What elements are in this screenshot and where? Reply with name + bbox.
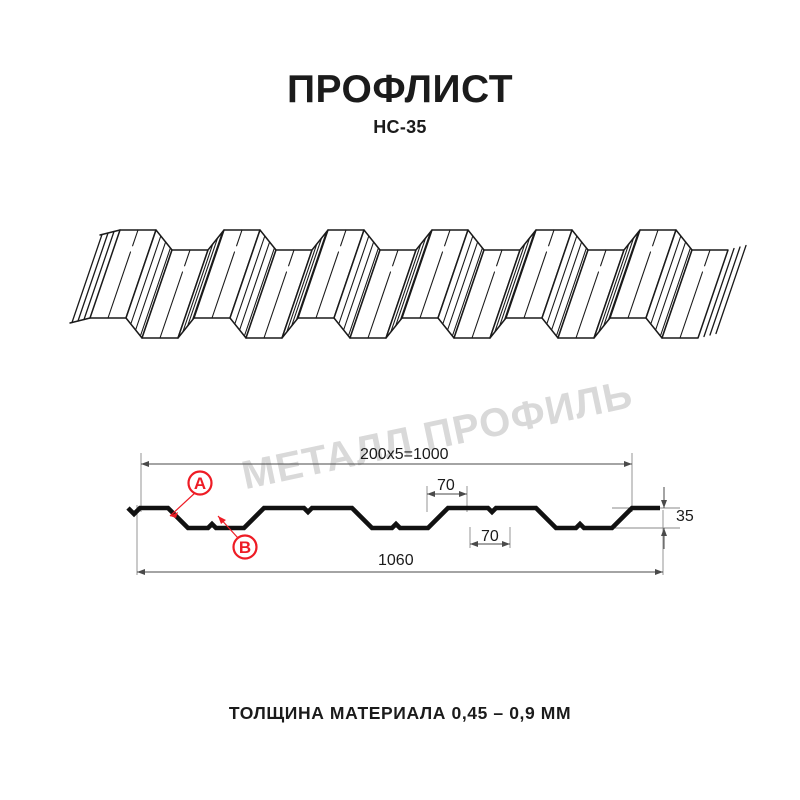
dimension-label-70-top: 70 [437, 477, 455, 494]
dimension-label-overall-width: 1060 [378, 552, 414, 569]
callout-a: A [169, 470, 213, 518]
callout-b-circle [232, 534, 258, 560]
dimension-label-height: 35 [676, 508, 694, 525]
callout-a-circle [187, 470, 213, 496]
callout-a-label: A [194, 474, 206, 493]
callout-b: B [217, 515, 258, 560]
product-code-subtitle: НС-35 [373, 117, 427, 137]
material-thickness-note: ТОЛЩИНА МАТЕРИАЛА 0,45 – 0,9 ММ [228, 703, 572, 723]
profile-polyline [126, 505, 660, 531]
page-title: ПРОФЛИСТ [286, 68, 514, 111]
callout-b-label: B [239, 538, 251, 557]
dimension-label-70-bottom: 70 [481, 528, 499, 545]
dimension-label-pitch-total: 200x5=1000 [360, 446, 449, 463]
